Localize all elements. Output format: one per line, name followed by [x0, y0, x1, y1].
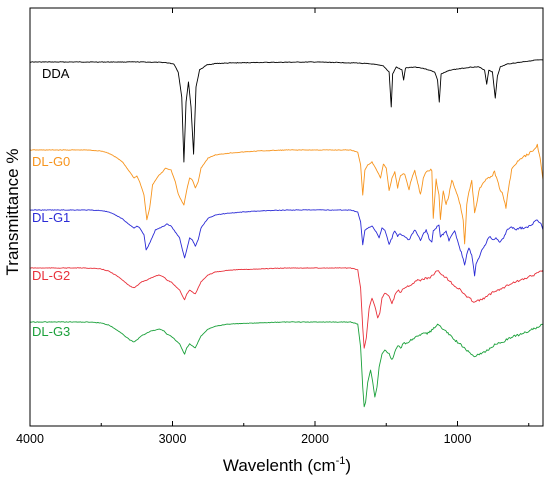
series-label-dl-g1: DL-G1 [32, 210, 70, 225]
y-axis-label: Transmittance % [3, 149, 22, 276]
x-tick-label-1000: 1000 [444, 432, 472, 446]
series-label-dl-g2: DL-G2 [32, 268, 70, 283]
series-line-dda [29, 59, 544, 163]
x-axis-label: Wavelenth (cm-1) [223, 455, 351, 475]
x-axis-label-close: ) [345, 456, 351, 475]
x-axis-label-superscript: -1 [336, 455, 346, 467]
x-tick-label-4000: 4000 [16, 432, 44, 446]
series-label-dl-g3: DL-G3 [32, 324, 70, 339]
axes: 4000 3000 2000 1000 [16, 7, 544, 446]
x-tick-label-2000: 2000 [301, 432, 329, 446]
series-line-dl-g2 [29, 267, 544, 349]
series-line-dl-g3 [29, 321, 544, 408]
series-label-dl-g0: DL-G0 [32, 154, 70, 169]
plot-frame [29, 7, 544, 427]
x-axis-label-main: Wavelenth (cm [223, 456, 336, 475]
series-label-dda: DDA [42, 66, 70, 81]
series-line-dl-g0 [29, 143, 544, 245]
series-labels: DDA DL-G0 DL-G1 DL-G2 DL-G3 [32, 66, 70, 339]
series-line-dl-g1 [29, 209, 544, 277]
series-group [29, 59, 544, 408]
x-tick-label-3000: 3000 [159, 432, 187, 446]
